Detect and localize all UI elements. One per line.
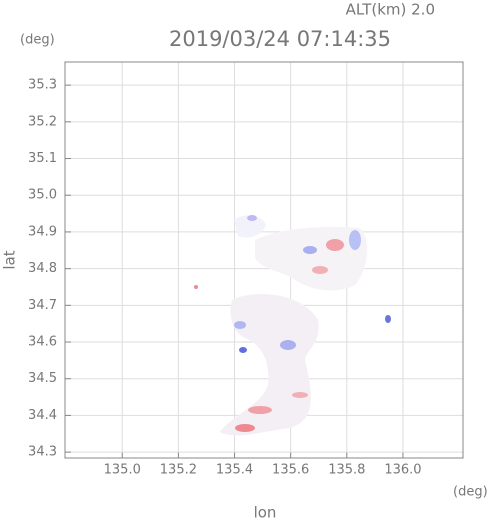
radar-echo [312, 266, 328, 274]
radar-echo [303, 246, 317, 254]
radar-echo [326, 239, 344, 251]
x-unit: (deg) [453, 485, 488, 500]
y-tick-label: 34.8 [28, 261, 57, 276]
radar-echo [349, 230, 361, 250]
x-tick-label: 136.0 [384, 463, 421, 478]
y-tick-label: 35.1 [28, 151, 57, 166]
radar-echo [247, 215, 257, 221]
y-tick-label: 34.9 [28, 224, 57, 239]
y-tick-label: 34.7 [28, 298, 57, 313]
radar-echo [234, 321, 246, 329]
x-axis-label: lon [254, 504, 277, 521]
radar-echo [385, 315, 391, 323]
plot-area: 135.0 135.2 135.4 135.6 135.8 136.0 34.3 34.4 34… [28, 61, 464, 478]
y-unit: (deg) [20, 33, 55, 48]
radar-echo [239, 347, 247, 353]
y-axis-label: lat [1, 250, 19, 269]
x-tick-label: 135.4 [216, 463, 253, 478]
x-tick-label: 135.6 [272, 463, 309, 478]
y-tick-label: 35.0 [28, 188, 57, 203]
x-tick-label: 135.2 [160, 463, 197, 478]
y-tick-label: 34.4 [28, 408, 57, 423]
y-tick-label: 35.3 [28, 78, 57, 93]
y-tick-label: 34.5 [28, 371, 57, 386]
radar-echo [220, 294, 319, 436]
altitude-label: ALT(km) 2.0 [346, 1, 435, 19]
radar-echo [248, 406, 272, 414]
radar-echo [292, 392, 308, 398]
radar-echo [234, 215, 266, 238]
y-tick-label: 34.6 [28, 335, 57, 350]
plot-frame [64, 61, 464, 459]
y-tick-label: 35.2 [28, 114, 57, 129]
chart-title: 2019/03/24 07:14:35 [169, 27, 391, 51]
radar-echo [194, 285, 198, 289]
radar-echo [280, 340, 296, 350]
x-tick-label: 135.0 [104, 463, 141, 478]
x-tick-label: 135.8 [328, 463, 365, 478]
radar-echoes [194, 215, 391, 436]
radar-echo [235, 424, 255, 432]
y-tick-label: 34.3 [28, 445, 57, 460]
